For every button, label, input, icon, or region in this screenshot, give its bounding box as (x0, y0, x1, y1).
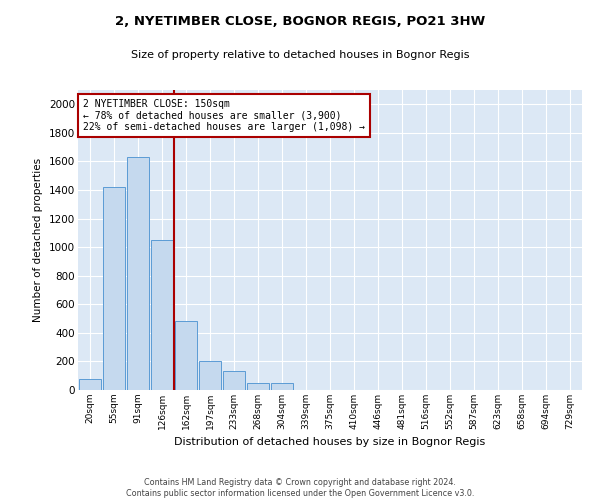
Bar (103, 187, 125, 390)
Bar (79, 380, 101, 390)
Text: 2 NYETIMBER CLOSE: 150sqm
← 78% of detached houses are smaller (3,900)
22% of se: 2 NYETIMBER CLOSE: 150sqm ← 78% of detac… (83, 99, 365, 132)
Bar (223, 372, 245, 390)
X-axis label: Distribution of detached houses by size in Bognor Regis: Distribution of detached houses by size … (175, 438, 485, 448)
Text: 2, NYETIMBER CLOSE, BOGNOR REGIS, PO21 3HW: 2, NYETIMBER CLOSE, BOGNOR REGIS, PO21 3… (115, 15, 485, 28)
Text: Contains HM Land Registry data © Crown copyright and database right 2024.
Contai: Contains HM Land Registry data © Crown c… (126, 478, 474, 498)
Bar (175, 322, 197, 390)
Bar (247, 383, 269, 390)
Bar (127, 157, 149, 390)
Bar (199, 362, 221, 390)
Bar (271, 383, 293, 390)
Bar (151, 240, 173, 390)
Y-axis label: Number of detached properties: Number of detached properties (34, 158, 43, 322)
Text: Size of property relative to detached houses in Bognor Regis: Size of property relative to detached ho… (131, 50, 469, 60)
